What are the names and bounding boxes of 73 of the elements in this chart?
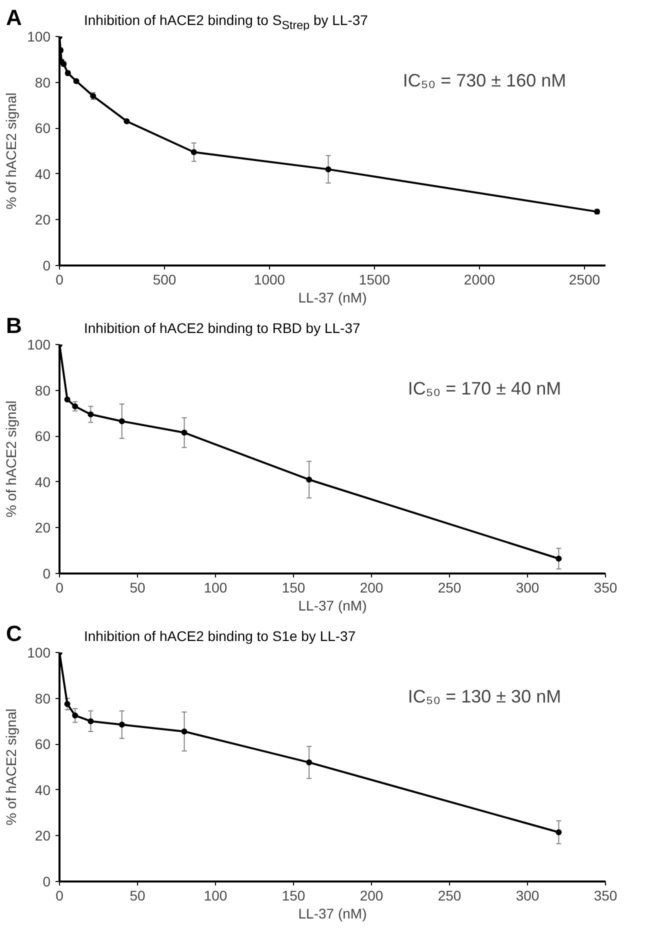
- annotation: IC₅₀ = 730 ± 160 nM: [402, 70, 566, 90]
- x-axis-title: LL-37 (nM): [298, 290, 367, 306]
- y-tick-label: 40: [34, 782, 51, 798]
- point: [88, 411, 94, 418]
- x-tick-label: 50: [130, 580, 146, 596]
- y-tick-label: 40: [34, 166, 51, 182]
- x-tick-label: 2000: [464, 272, 496, 288]
- point: [64, 701, 70, 708]
- point: [124, 118, 130, 124]
- y-tick-label: 20: [34, 212, 51, 228]
- x-axis-title: LL-37 (nM): [298, 906, 367, 922]
- y-tick-label: 80: [34, 74, 51, 90]
- y-tick-label: 0: [42, 874, 51, 890]
- y-tick-label: 60: [34, 736, 51, 752]
- chart-title: Inhibition of hACE2 binding to S$_{Strep}$ by LL-37: [84, 12, 368, 32]
- x-tick-label: 350: [594, 888, 618, 904]
- point: [556, 829, 562, 836]
- text: A: [6, 5, 22, 30]
- y-tick-label: 60: [34, 428, 51, 444]
- y-tick-label: 80: [34, 690, 51, 706]
- text: B: [6, 313, 22, 338]
- y-tick-label: 20: [34, 828, 51, 844]
- point: [306, 759, 312, 766]
- y-axis-title: % of hACE2 signal: [3, 708, 20, 826]
- point: [190, 149, 197, 156]
- chart-title: Inhibition of hACE2 binding to S1e by LL-37: [83, 627, 356, 646]
- x-tick-label: 500: [152, 272, 176, 288]
- y-tick-label: 0: [42, 566, 51, 582]
- point: [118, 418, 125, 424]
- x-tick-label: 200: [360, 580, 384, 596]
- text: C: [6, 621, 22, 646]
- y-tick-label: 100: [27, 336, 51, 352]
- x-tick-label: 1000: [254, 272, 286, 288]
- x-tick-label: 0: [56, 888, 64, 904]
- point: [72, 712, 78, 718]
- point: [73, 78, 80, 84]
- chart-title: Inhibition of hACE2 binding to RBD by LL-37: [83, 319, 360, 338]
- x-tick-label: 150: [282, 888, 306, 904]
- point: [325, 166, 332, 172]
- point: [181, 728, 188, 734]
- y-tick-label: 40: [34, 474, 51, 490]
- point: [181, 430, 188, 436]
- point: [118, 722, 125, 728]
- point: [72, 403, 78, 410]
- x-tick-label: 300: [516, 888, 540, 904]
- x-tick-label: 200: [360, 888, 384, 904]
- x-tick-label: 0: [56, 272, 64, 288]
- x-tick-label: 2500: [568, 272, 600, 288]
- point: [88, 718, 94, 724]
- point: [556, 556, 562, 562]
- x-tick-label: 250: [438, 888, 462, 904]
- y-tick-label: 80: [34, 382, 51, 398]
- x-tick-label: 50: [130, 888, 146, 904]
- y-tick-label: 0: [42, 258, 51, 274]
- y-tick-label: 20: [34, 520, 51, 536]
- x-tick-label: 0: [56, 580, 64, 596]
- point: [60, 60, 67, 67]
- point: [306, 476, 312, 483]
- x-tick-label: 150: [282, 580, 306, 596]
- x-tick-label: 100: [204, 888, 228, 904]
- x-axis-title: LL-37 (nM): [298, 598, 367, 614]
- x-tick-label: 100: [204, 580, 228, 596]
- y-tick-label: 100: [27, 644, 51, 660]
- annotation: IC₅₀ = 130 ± 30 nM: [408, 686, 562, 706]
- x-tick-label: 250: [438, 580, 462, 596]
- y-tick-label: 60: [34, 120, 51, 136]
- y-axis-title: % of hACE2 signal: [3, 92, 20, 210]
- x-tick-label: 300: [516, 580, 540, 596]
- annotation: IC₅₀ = 170 ± 40 nM: [408, 378, 562, 398]
- x-tick-label: 350: [594, 580, 618, 596]
- y-axis-title: % of hACE2 signal: [3, 400, 20, 518]
- y-tick-label: 100: [27, 28, 51, 44]
- x-tick-label: 1500: [358, 272, 390, 288]
